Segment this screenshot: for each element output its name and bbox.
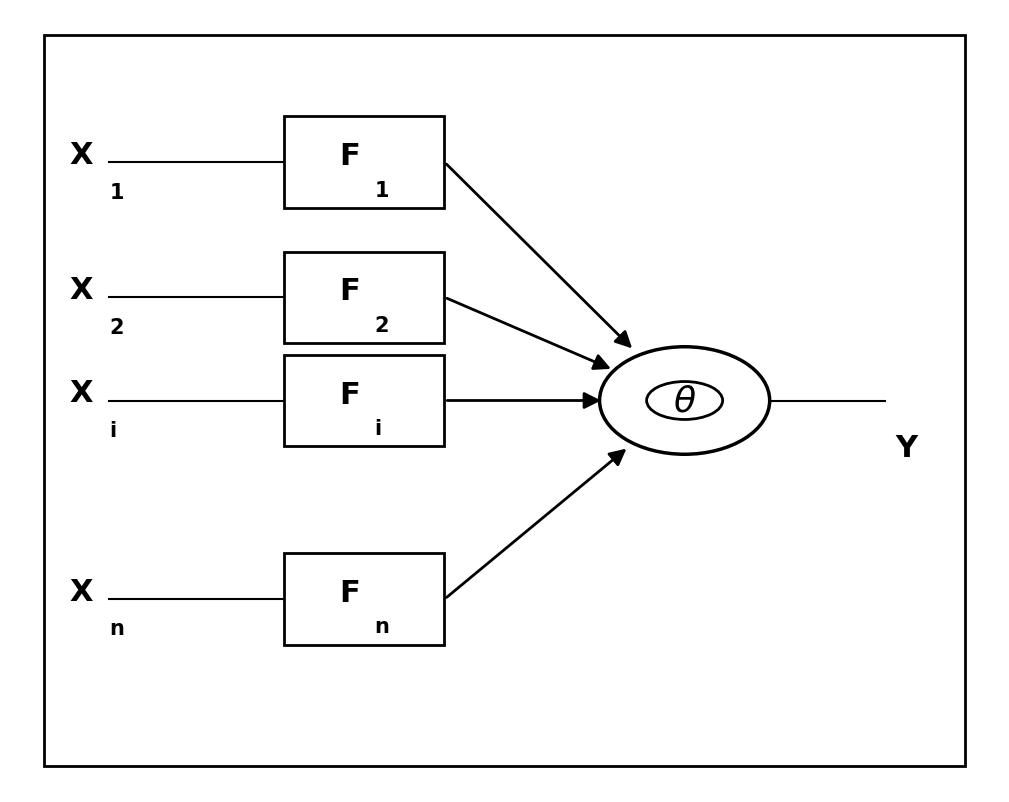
- Text: $\mathbf{n}$: $\mathbf{n}$: [109, 619, 124, 638]
- Text: $\mathbf{X}$: $\mathbf{X}$: [70, 378, 94, 408]
- Text: $\mathbf{2}$: $\mathbf{2}$: [374, 315, 389, 335]
- Text: $\mathbf{X}$: $\mathbf{X}$: [70, 274, 94, 306]
- Text: $\mathbf{X}$: $\mathbf{X}$: [70, 140, 94, 171]
- Text: $\mathbf{F}$: $\mathbf{F}$: [339, 276, 359, 307]
- Text: $\mathbf{Y}$: $\mathbf{Y}$: [895, 433, 919, 464]
- Text: $\mathbf{1}$: $\mathbf{1}$: [374, 180, 389, 200]
- FancyBboxPatch shape: [285, 355, 444, 447]
- Text: $\mathbf{F}$: $\mathbf{F}$: [339, 577, 359, 609]
- Text: $\mathbf{n}$: $\mathbf{n}$: [374, 617, 389, 636]
- Text: $\mathbf{F}$: $\mathbf{F}$: [339, 379, 359, 410]
- FancyBboxPatch shape: [285, 252, 444, 343]
- Ellipse shape: [599, 347, 770, 455]
- FancyBboxPatch shape: [285, 554, 444, 645]
- Text: $\mathbf{X}$: $\mathbf{X}$: [70, 576, 94, 607]
- Text: $\mathbf{2}$: $\mathbf{2}$: [109, 318, 124, 338]
- Text: $\mathbf{i}$: $\mathbf{i}$: [374, 419, 381, 439]
- Text: $\theta$: $\theta$: [673, 384, 696, 418]
- Text: $\mathbf{F}$: $\mathbf{F}$: [339, 141, 359, 172]
- Text: $\mathbf{i}$: $\mathbf{i}$: [109, 421, 117, 441]
- FancyBboxPatch shape: [285, 117, 444, 209]
- Text: $\mathbf{1}$: $\mathbf{1}$: [109, 183, 124, 203]
